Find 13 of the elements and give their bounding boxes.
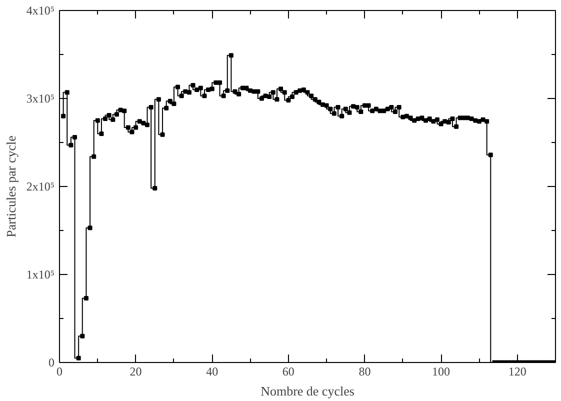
y-tick-label: 4x10⁵ [26, 4, 55, 18]
y-tick-label: 1x10⁵ [26, 268, 55, 282]
y-tick-label: 0 [48, 356, 54, 370]
x-tick-label: 40 [206, 364, 218, 378]
x-tick-label: 60 [282, 364, 294, 378]
y-tick-label: 2x10⁵ [26, 180, 55, 194]
y-axis-title: Particules par cycle [3, 135, 18, 238]
x-tick-label: 20 [130, 364, 142, 378]
x-tick-label: 120 [508, 364, 526, 378]
x-tick-label: 100 [432, 364, 450, 378]
x-axis-title: Nombre de cycles [260, 384, 354, 398]
y-tick-label: 3x10⁵ [26, 92, 55, 106]
x-tick-label: 80 [358, 364, 371, 378]
